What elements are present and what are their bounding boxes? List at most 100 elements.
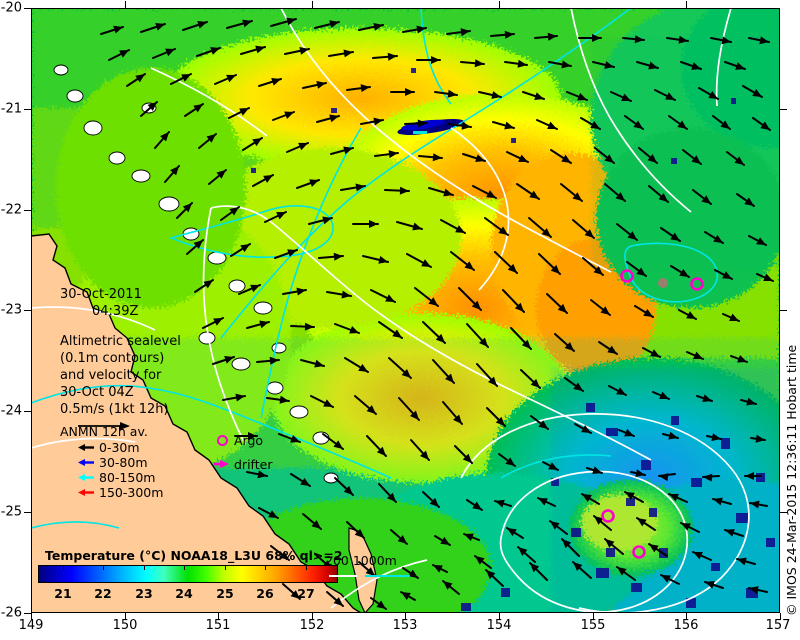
info-text-block: 30-Oct-2011 04:39Z Altimetric sealevel (… [60,286,181,434]
x-label-155: 155 [580,618,606,633]
argo-circle-icon [210,434,234,446]
anmn-arrow-icon-30-80m [78,458,94,467]
info-desc-3: 30-Oct 04Z [60,385,134,400]
drifter-arrow-icon [210,459,234,469]
y-tick-25 [24,512,31,513]
x-label-150: 150 [112,618,138,633]
anmn-item-0-30m: 0-30m [78,440,163,455]
x-tick-156 [686,613,687,620]
cb-label-27: 27 [297,586,315,601]
sst-raster-layer [31,8,780,613]
x-tick-151 [218,613,219,620]
info-desc-4: 0.5m/s (1kt 12h) [60,402,169,417]
y-tick-20 [24,8,31,9]
legend-label-drifter: drifter [234,456,273,472]
y-tick-26 [24,613,31,614]
depth-legend-line-200 [329,575,357,577]
x-tick-157 [780,613,781,620]
y-tick-right-21 [780,109,787,110]
depth-legend-line-1000 [365,575,410,577]
cb-label-24: 24 [175,586,193,601]
x-tick-top-156 [686,1,687,8]
anmn-label-80-150m: 80-150m [99,470,156,485]
anmn-arrow-icon-0-30m [78,443,94,452]
x-tick-155 [593,613,594,620]
x-tick-top-154 [499,1,500,8]
cb-label-25: 25 [216,586,234,601]
x-label-149: 149 [18,618,44,633]
y-tick-22 [24,210,31,211]
anmn-arrow-icon-80-150m [78,473,94,482]
x-label-156: 156 [673,618,699,633]
info-date: 30-Oct-2011 [60,287,142,302]
info-desc-1: (0.1m contours) [60,351,165,366]
velocity-arrow-heads [113,17,773,609]
y-label-23: -23 [0,302,22,318]
cb-tick-22 [103,565,104,570]
y-label-24: -24 [0,403,22,419]
colorbar-gradient [38,565,338,583]
info-desc-2: and velocity for [60,368,162,383]
imos-credit: © IMOS 24-Mar-2015 12:36:11 Hobart time [784,344,799,616]
y-tick-right-23 [780,310,787,311]
anmn-item-80-150m: 80-150m [78,470,163,485]
y-label-20: -20 [0,0,22,16]
cb-label-22: 22 [94,586,112,601]
legend-item-drifter: drifter [210,452,272,476]
x-label-152: 152 [299,618,325,633]
temperature-colorbar: Temperature (°C) NOAA18_L3U 68% ql>=2 21… [33,548,393,610]
x-tick-149 [31,613,32,620]
x-tick-153 [405,613,406,620]
x-tick-150 [125,613,126,620]
sealevel-contours-white [31,8,750,613]
anmn-label-150-300m: 150-300m [99,485,164,500]
y-tick-right-25 [780,512,787,513]
platform-legend: Argo drifter [210,428,272,476]
x-label-154: 154 [486,618,512,633]
y-tick-23 [24,310,31,311]
cb-tick-26 [265,565,266,570]
x-label-151: 151 [205,618,231,633]
info-desc-0: Altimetric sealevel [60,334,181,349]
anmn-legend-title: ANMN 12h av. [60,424,148,439]
depth-contour-1000m [31,8,719,529]
land-mass [31,64,378,613]
cb-tick-21 [63,565,64,570]
x-label-153: 153 [392,618,418,633]
anmn-label-30-80m: 30-80m [99,455,148,470]
anmn-arrow-icon-150-300m [78,488,94,497]
depth-legend-labels: 200 1000m [325,553,397,568]
y-label-26: -26 [0,605,22,621]
map-plot-area[interactable] [31,8,780,613]
cb-label-23: 23 [135,586,153,601]
legend-label-argo: Argo [234,432,264,448]
x-tick-top-150 [125,1,126,8]
y-tick-21 [24,109,31,110]
colorbar-title: Temperature (°C) NOAA18_L3U 68% ql>=2 [45,548,343,563]
x-tick-top-152 [312,1,313,8]
x-tick-152 [312,613,313,620]
info-time: 04:39Z [92,304,139,319]
anmn-label-0-30m: 0-30m [99,440,140,455]
y-label-21: -21 [0,101,22,117]
depth-contour-legend: 200 1000m [325,553,420,593]
y-label-25: -25 [0,504,22,520]
cb-label-21: 21 [54,586,72,601]
y-label-22: -22 [0,202,22,218]
y-tick-24 [24,411,31,412]
cb-tick-25 [225,565,226,570]
cb-tick-23 [144,565,145,570]
x-tick-154 [499,613,500,620]
argo-float-markers[interactable] [601,269,704,559]
anmn-item-30-80m: 30-80m [78,455,163,470]
velocity-scale-arrow [78,420,181,434]
mooring-marker[interactable] [658,278,668,288]
cb-tick-24 [184,565,185,570]
cb-tick-27 [306,565,307,570]
legend-item-argo: Argo [210,428,272,452]
x-label-157: 157 [765,618,791,633]
anmn-item-150-300m: 150-300m [78,485,163,500]
cb-label-26: 26 [256,586,274,601]
anmn-depth-legend: ANMN 12h av. 0-30m 30-80m 80-150m 150-30… [60,424,163,500]
